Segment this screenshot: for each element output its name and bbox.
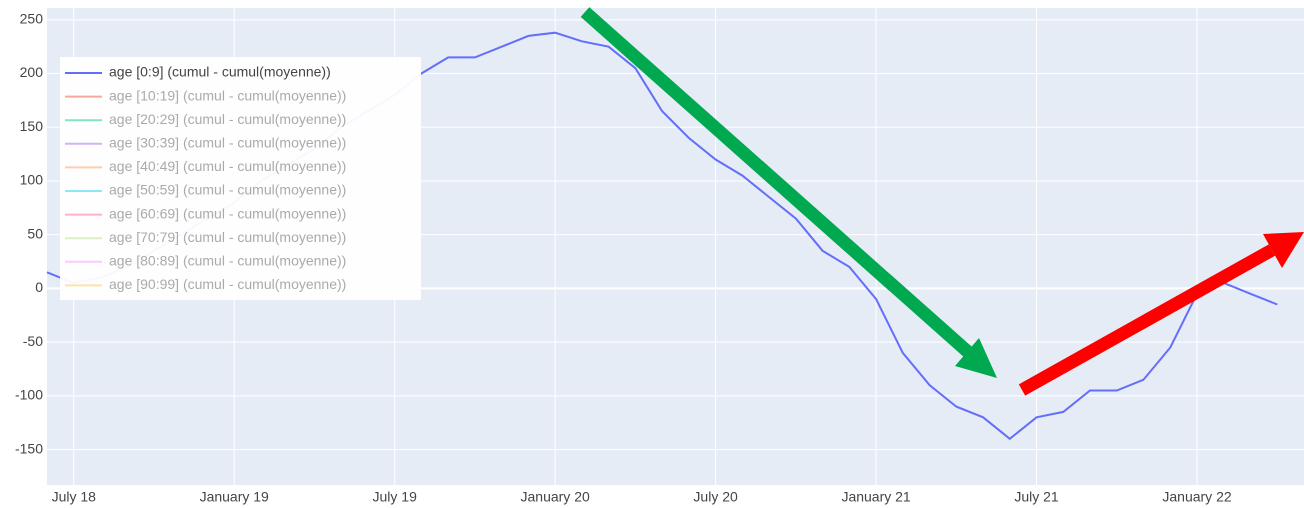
legend-label: age [50:59] (cumul - cumul(moyenne)) (109, 182, 346, 198)
y-tick-label: 0 (35, 279, 43, 295)
y-tick-label: -150 (15, 440, 43, 456)
legend: age [0:9] (cumul - cumul(moyenne)) age [1… (60, 57, 421, 300)
legend-label: age [60:69] (cumul - cumul(moyenne)) (109, 205, 346, 221)
legend-label: age [70:79] (cumul - cumul(moyenne)) (109, 229, 346, 245)
y-tick-label: 150 (20, 118, 44, 134)
x-tick-label: January 19 (200, 489, 269, 505)
x-tick-label: July 20 (693, 489, 738, 505)
arrow-shaft (580, 7, 973, 357)
x-tick-label: July 19 (373, 489, 418, 505)
y-tick-label: 100 (20, 172, 44, 188)
legend-label: age [80:89] (cumul - cumul(moyenne)) (109, 253, 346, 269)
legend-box (60, 57, 421, 300)
y-tick-label: -50 (23, 333, 43, 349)
y-tick-label: 200 (20, 64, 44, 80)
legend-label: age [90:99] (cumul - cumul(moyenne)) (109, 276, 346, 292)
legend-label: age [0:9] (cumul - cumul(moyenne)) (109, 64, 331, 80)
legend-label: age [10:19] (cumul - cumul(moyenne)) (109, 87, 346, 103)
legend-label: age [40:49] (cumul - cumul(moyenne)) (109, 158, 346, 174)
arrow-head (955, 338, 997, 378)
arrows (580, 7, 1304, 396)
x-tick-label: July 18 (52, 489, 97, 505)
x-tick-label: July 21 (1014, 489, 1059, 505)
legend-label: age [20:29] (cumul - cumul(moyenne)) (109, 111, 346, 127)
arrow-head (1263, 232, 1304, 268)
legend-label: age [30:39] (cumul - cumul(moyenne)) (109, 135, 346, 151)
y-tick-label: -100 (15, 387, 43, 403)
y-tick-label: 250 (20, 11, 44, 27)
x-tick-label: January 22 (1162, 489, 1231, 505)
x-tick-label: January 20 (521, 489, 590, 505)
arrow-shaft (1018, 244, 1276, 396)
x-tick-label: January 21 (841, 489, 910, 505)
y-tick-label: 50 (27, 225, 43, 241)
